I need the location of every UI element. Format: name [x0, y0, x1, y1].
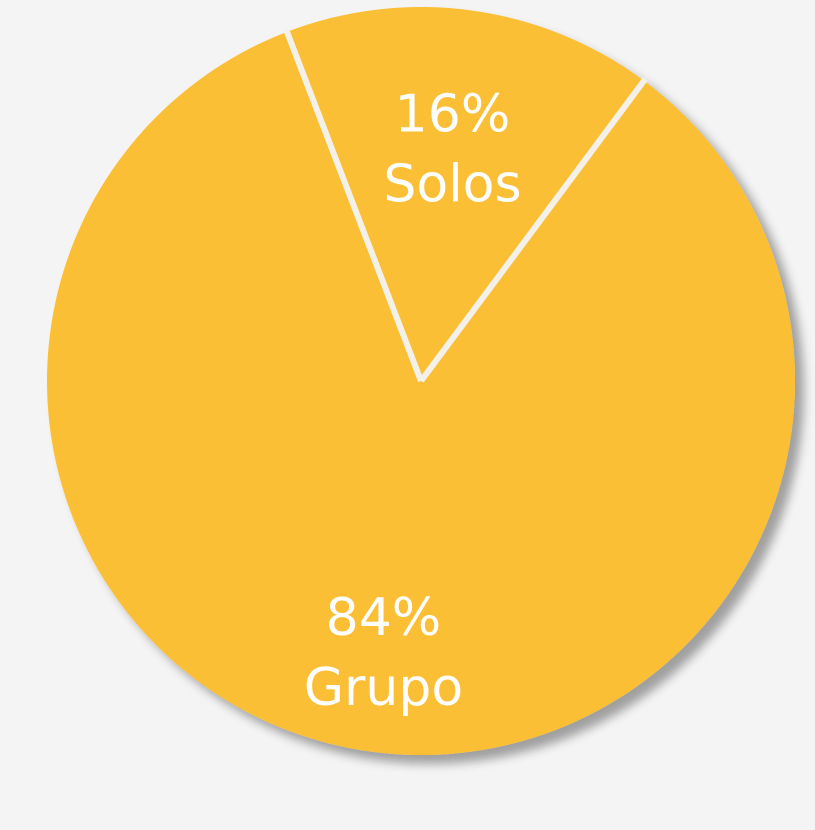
pie-category-label-grupo: Grupo: [304, 658, 463, 718]
pie-slices: [47, 6, 795, 755]
pie-slice-solos: [286, 6, 644, 381]
slice-separator: [418, 77, 648, 383]
pie-category-label-solos: Solos: [383, 154, 521, 214]
pie-value-label-solos: 16%: [395, 84, 511, 144]
slice-separator: [283, 28, 424, 383]
pie-slice-grupo: [47, 31, 795, 755]
pie-labels: 16% Solos 84% Grupo: [304, 84, 522, 718]
pie-value-label-grupo: 84%: [326, 588, 442, 648]
